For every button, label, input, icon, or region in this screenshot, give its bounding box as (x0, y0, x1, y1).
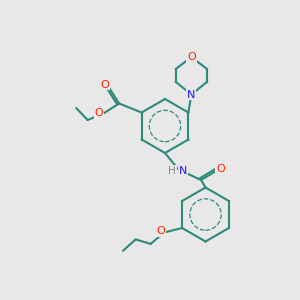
Text: H: H (168, 166, 176, 176)
Text: O: O (156, 226, 165, 236)
Text: N: N (179, 166, 187, 176)
Text: O: O (216, 164, 225, 175)
Text: O: O (100, 80, 109, 90)
Text: O: O (187, 52, 196, 62)
Text: N: N (187, 89, 196, 100)
Text: O: O (94, 108, 103, 118)
